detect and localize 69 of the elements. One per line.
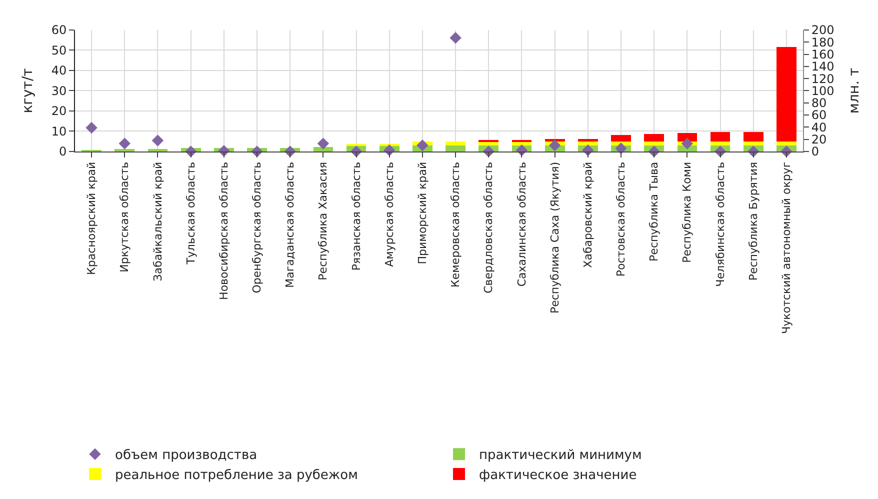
bar: [776, 141, 796, 146]
y2-tick-label: 0: [811, 144, 820, 159]
bar: [446, 141, 466, 146]
x-tick-label: Оренбургская область: [250, 162, 264, 294]
x-tick-label: Рязанская область: [350, 162, 363, 271]
x-tick-label: Республика Саха (Якутия): [548, 162, 562, 314]
y-axis-title: кгут/т: [20, 68, 36, 114]
x-tick-label: Свердловская область: [482, 162, 496, 294]
y2-axis-title: млн. т: [846, 68, 863, 114]
y2-tick-label: 80: [811, 96, 827, 110]
legend-label: практический минимум: [479, 448, 642, 464]
point: [450, 32, 462, 44]
x-tick-label: Иркутская область: [118, 162, 132, 272]
point: [152, 134, 164, 146]
x-tick-label: Ростовская область: [614, 162, 628, 277]
x-tick-label: Хабаровский край: [581, 162, 594, 268]
y2-tick-label: 180: [811, 35, 834, 50]
bar: [710, 132, 730, 142]
bar: [743, 141, 764, 146]
bar: [776, 47, 796, 142]
y-tick-label: 50: [51, 43, 67, 58]
legend-label: объем производства: [115, 448, 258, 464]
x-tick-label: Красноярский край: [85, 162, 98, 275]
point: [118, 138, 130, 150]
x-tick-label: Забайкальский край: [151, 162, 164, 282]
x-tick-label: Сахалинская область: [515, 162, 528, 287]
bar: [677, 133, 698, 142]
bar: [710, 141, 730, 146]
bar: [313, 146, 334, 152]
y2-tick-label: 160: [811, 47, 834, 62]
y-tick-label: 40: [51, 64, 67, 78]
y-tick-label: 30: [51, 84, 67, 98]
x-tick-label: Чукотский автономный округ: [780, 162, 794, 334]
y2-tick-label: 20: [811, 132, 827, 146]
x-tick-label: Республика Коми: [680, 162, 694, 263]
y-tick-label: 60: [51, 23, 67, 38]
y-tick-label: 20: [51, 104, 67, 118]
legend-label: фактическое значение: [479, 468, 637, 484]
y-tick-label: 10: [51, 124, 67, 138]
y2-tick-label: 200: [811, 23, 834, 38]
x-tick-label: Республика Бурятия: [746, 162, 760, 281]
x-tick-label: Челябинская область: [714, 162, 727, 287]
bar: [578, 141, 598, 146]
x-tick-label: Амурская область: [382, 162, 396, 267]
bar: [644, 134, 664, 142]
x-tick-label: Приморский край: [416, 162, 430, 264]
y-tick-label: 0: [58, 144, 67, 159]
x-tick-label: Кемеровская область: [449, 162, 462, 288]
legend-label: реальное потребление за рубежом: [115, 468, 358, 484]
y2-tick-label: 40: [811, 120, 827, 134]
point: [416, 140, 428, 152]
point: [548, 140, 561, 152]
point: [86, 122, 98, 134]
bar: [446, 145, 466, 152]
bar: [611, 135, 631, 142]
point: [681, 138, 694, 150]
y2-tick-label: 140: [811, 60, 834, 74]
x-tick-label: Магаданская область: [284, 162, 297, 288]
y2-tick-label: 100: [811, 84, 834, 98]
y2-tick-label: 60: [811, 108, 827, 122]
bar: [611, 141, 631, 146]
x-tick-label: Республика Тыва: [648, 162, 661, 262]
point: [317, 138, 330, 150]
x-tick-label: Новосибирская область: [217, 162, 230, 300]
y2-tick-label: 120: [811, 72, 834, 86]
bar: [743, 132, 764, 142]
x-tick-label: Республика Хакасия: [316, 162, 330, 280]
bar: [644, 141, 664, 146]
x-tick-label: Тульская область: [184, 162, 198, 266]
